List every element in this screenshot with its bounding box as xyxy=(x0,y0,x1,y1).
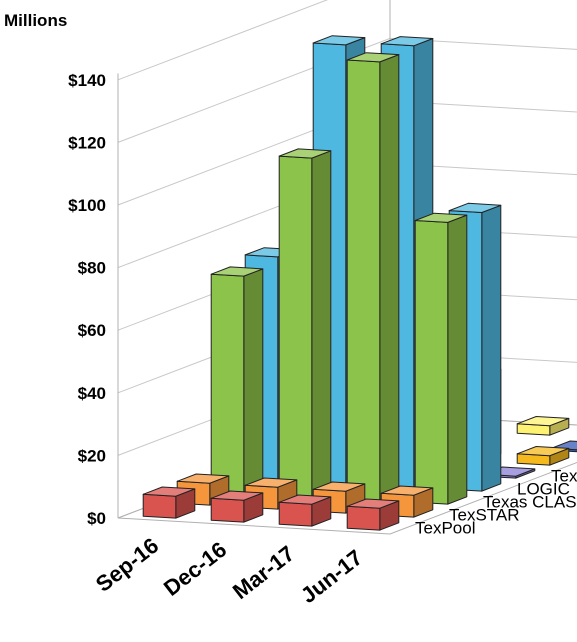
y-tick-label: $100 xyxy=(68,196,106,215)
series-label: TexSTAR xyxy=(449,506,520,525)
bars xyxy=(142,35,577,531)
series-label: TexPool xyxy=(415,519,475,538)
series-label: Texas CLASS xyxy=(483,493,577,512)
bar-texpool-dec-16 xyxy=(210,490,264,523)
y-tick-label: $140 xyxy=(68,71,106,90)
bar-texas-class-dec-16 xyxy=(278,148,332,497)
bar-texas-class-mar-17 xyxy=(346,52,400,501)
x-tick-label: Sep-16 xyxy=(91,533,163,597)
y-tick-label: $120 xyxy=(68,133,106,152)
x-tick-label: Dec-16 xyxy=(159,537,231,601)
y-tick-label: $60 xyxy=(78,321,106,340)
y-tick-label: $0 xyxy=(87,509,106,528)
gridline xyxy=(117,0,329,81)
bar-texpool-mar-17 xyxy=(278,494,332,527)
x-tick-label: Mar-17 xyxy=(228,541,299,604)
bar-texas-class-jun-17 xyxy=(414,212,468,505)
y-axis-unit-label: Millions xyxy=(4,11,67,30)
series-label: TexasTERM xyxy=(551,467,577,486)
x-tick-label: Jun-17 xyxy=(296,545,367,608)
y-tick-label: $80 xyxy=(78,259,106,278)
bar-texpool-sep-16 xyxy=(142,486,196,519)
series-label: LOGIC xyxy=(517,480,570,499)
bar-texpool-jun-17 xyxy=(346,498,400,531)
y-tick-label: $40 xyxy=(78,384,106,403)
bar-texas-class-sep-16 xyxy=(210,266,264,493)
y-tick-label: $20 xyxy=(78,446,106,465)
bar-cds-mar-17 xyxy=(516,416,570,436)
bar-ics-jun-17 xyxy=(516,446,570,466)
y-axis-ticks: $0 $20 $40 $60 $80 $100 $120 $140 xyxy=(68,71,106,528)
